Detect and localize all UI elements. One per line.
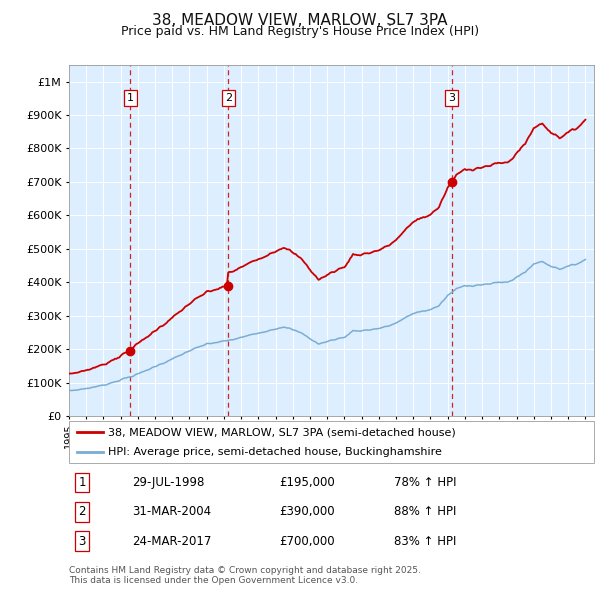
Text: 1: 1 (127, 93, 134, 103)
Text: 3: 3 (79, 535, 86, 548)
Text: 38, MEADOW VIEW, MARLOW, SL7 3PA: 38, MEADOW VIEW, MARLOW, SL7 3PA (152, 13, 448, 28)
Text: 1: 1 (79, 476, 86, 489)
Text: 38, MEADOW VIEW, MARLOW, SL7 3PA (semi-detached house): 38, MEADOW VIEW, MARLOW, SL7 3PA (semi-d… (109, 427, 456, 437)
Text: 3: 3 (448, 93, 455, 103)
Text: 83% ↑ HPI: 83% ↑ HPI (395, 535, 457, 548)
Text: 31-MAR-2004: 31-MAR-2004 (132, 505, 211, 519)
Text: HPI: Average price, semi-detached house, Buckinghamshire: HPI: Average price, semi-detached house,… (109, 447, 442, 457)
Text: 2: 2 (79, 505, 86, 519)
FancyBboxPatch shape (69, 421, 594, 463)
Text: Contains HM Land Registry data © Crown copyright and database right 2025.
This d: Contains HM Land Registry data © Crown c… (69, 566, 421, 585)
Text: £195,000: £195,000 (279, 476, 335, 489)
Text: 2: 2 (224, 93, 232, 103)
Text: 29-JUL-1998: 29-JUL-1998 (132, 476, 205, 489)
Text: Price paid vs. HM Land Registry's House Price Index (HPI): Price paid vs. HM Land Registry's House … (121, 25, 479, 38)
Text: 88% ↑ HPI: 88% ↑ HPI (395, 505, 457, 519)
Text: £700,000: £700,000 (279, 535, 335, 548)
Text: £390,000: £390,000 (279, 505, 335, 519)
Text: 24-MAR-2017: 24-MAR-2017 (132, 535, 211, 548)
Text: 78% ↑ HPI: 78% ↑ HPI (395, 476, 457, 489)
